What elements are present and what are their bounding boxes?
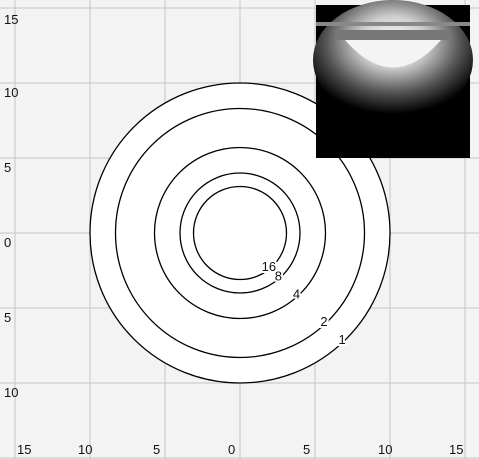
y-tick-label: 0 bbox=[4, 235, 11, 250]
isolux-label: 4 bbox=[293, 286, 300, 301]
y-tick-label: 5 bbox=[4, 310, 11, 325]
luminaire-photo bbox=[313, 0, 473, 158]
x-tick-label: 10 bbox=[78, 442, 92, 457]
x-tick-label: 0 bbox=[228, 442, 235, 457]
y-tick-label: 10 bbox=[4, 385, 18, 400]
x-tick-label: 15 bbox=[449, 442, 463, 457]
x-tick-label: 10 bbox=[378, 442, 392, 457]
y-tick-label: 10 bbox=[4, 85, 18, 100]
x-tick-label: 5 bbox=[303, 442, 310, 457]
x-tick-label: 5 bbox=[153, 442, 160, 457]
isolux-label: 16 bbox=[262, 259, 276, 274]
isolux-label: 1 bbox=[338, 332, 345, 347]
isolux-diagram: 15105051015105051015124816 bbox=[0, 0, 479, 459]
y-tick-label: 15 bbox=[4, 12, 18, 27]
y-tick-label: 5 bbox=[4, 160, 11, 175]
x-tick-label: 15 bbox=[17, 442, 31, 457]
isolux-label: 2 bbox=[320, 314, 327, 329]
